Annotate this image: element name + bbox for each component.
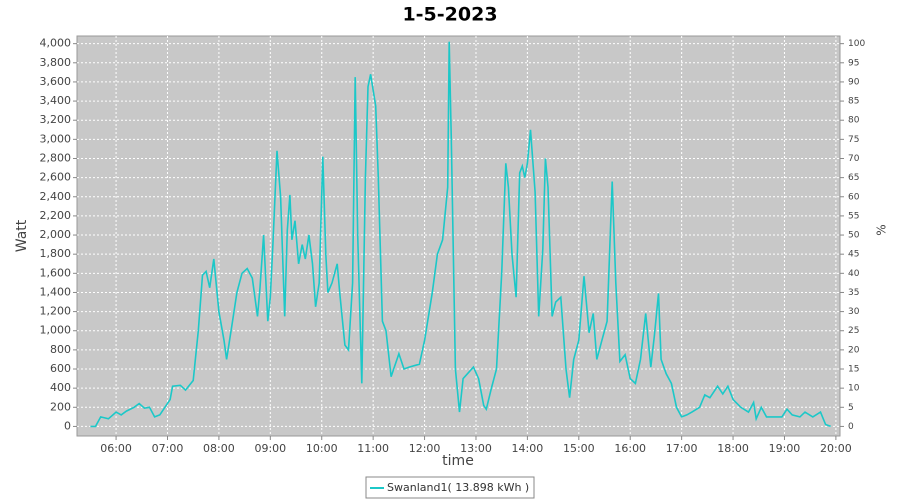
x-tick-label: 20:00 [820, 442, 852, 455]
legend-label: Swanland1( 13.898 kWh ) [387, 481, 529, 494]
y-tick-label: 2,200 [40, 209, 72, 222]
y-tick-label: 400 [50, 381, 71, 394]
x-tick-label: 14:00 [512, 442, 544, 455]
x-tick-label: 18:00 [717, 442, 749, 455]
y2-tick-label: 0 [848, 422, 854, 432]
y-tick-label: 600 [50, 362, 71, 375]
y2-axis-label: % [875, 224, 889, 235]
legend-box [365, 476, 535, 499]
y2-tick-label: 5 [848, 403, 854, 413]
y2-tick-label: 70 [848, 154, 860, 164]
x-tick-label: 17:00 [666, 442, 698, 455]
y-tick-label: 2,400 [40, 190, 72, 203]
y-tick-label: 2,600 [40, 171, 72, 184]
x-tick-label: 09:00 [254, 442, 286, 455]
y-tick-label: 3,600 [40, 75, 72, 88]
y2-tick-label: 95 [848, 58, 859, 68]
y2-tick-label: 20 [848, 345, 860, 355]
y-tick-label: 2,000 [40, 228, 72, 241]
y2-tick-label: 65 [848, 173, 859, 183]
x-tick-label: 15:00 [563, 442, 595, 455]
y2-tick-label: 80 [848, 116, 860, 126]
y2-tick-label: 40 [848, 269, 860, 279]
y-tick-label: 1,200 [40, 305, 72, 318]
y2-tick-label: 100 [848, 39, 865, 49]
y2-tick-label: 55 [848, 211, 859, 221]
y-tick-label: 4,000 [40, 37, 72, 50]
x-tick-label: 13:00 [460, 442, 492, 455]
y2-tick-label: 90 [848, 77, 860, 87]
y2-tick-label: 50 [848, 231, 860, 241]
plot-area [76, 35, 841, 437]
x-tick-label: 16:00 [614, 442, 646, 455]
x-tick-label: 11:00 [357, 442, 389, 455]
x-tick-label: 06:00 [100, 442, 132, 455]
x-tick-label: 12:00 [409, 442, 441, 455]
y2-tick-label: 45 [848, 250, 859, 260]
y-tick-label: 200 [50, 400, 71, 413]
y2-tick-label: 15 [848, 365, 859, 375]
y-tick-label: 3,200 [40, 113, 72, 126]
y-tick-label: 3,400 [40, 94, 72, 107]
x-tick-label: 10:00 [306, 442, 338, 455]
y2-tick-label: 85 [848, 97, 859, 107]
y2-tick-label: 25 [848, 326, 859, 336]
y-axis-label: Watt [14, 219, 30, 252]
y-tick-label: 1,000 [40, 324, 72, 337]
y-tick-label: 1,600 [40, 266, 72, 279]
y-tick-label: 1,400 [40, 285, 72, 298]
x-axis-label: time [442, 453, 474, 469]
y-tick-label: 0 [64, 419, 71, 432]
x-tick-label: 07:00 [152, 442, 184, 455]
legend [365, 476, 535, 499]
y2-tick-label: 60 [848, 192, 860, 202]
y-tick-label: 1,800 [40, 247, 72, 260]
chart-title: 1-5-2023 [402, 4, 497, 26]
x-tick-label: 19:00 [769, 442, 801, 455]
y2-tick-label: 35 [848, 288, 859, 298]
y2-tick-label: 30 [848, 307, 860, 317]
series-line [90, 41, 831, 428]
y2-tick-label: 10 [848, 384, 860, 394]
y-tick-label: 2,800 [40, 151, 72, 164]
y-tick-label: 3,800 [40, 56, 72, 69]
x-tick-label: 08:00 [203, 442, 235, 455]
y-tick-label: 800 [50, 343, 71, 356]
y-tick-label: 3,000 [40, 132, 72, 145]
y2-tick-label: 75 [848, 135, 859, 145]
